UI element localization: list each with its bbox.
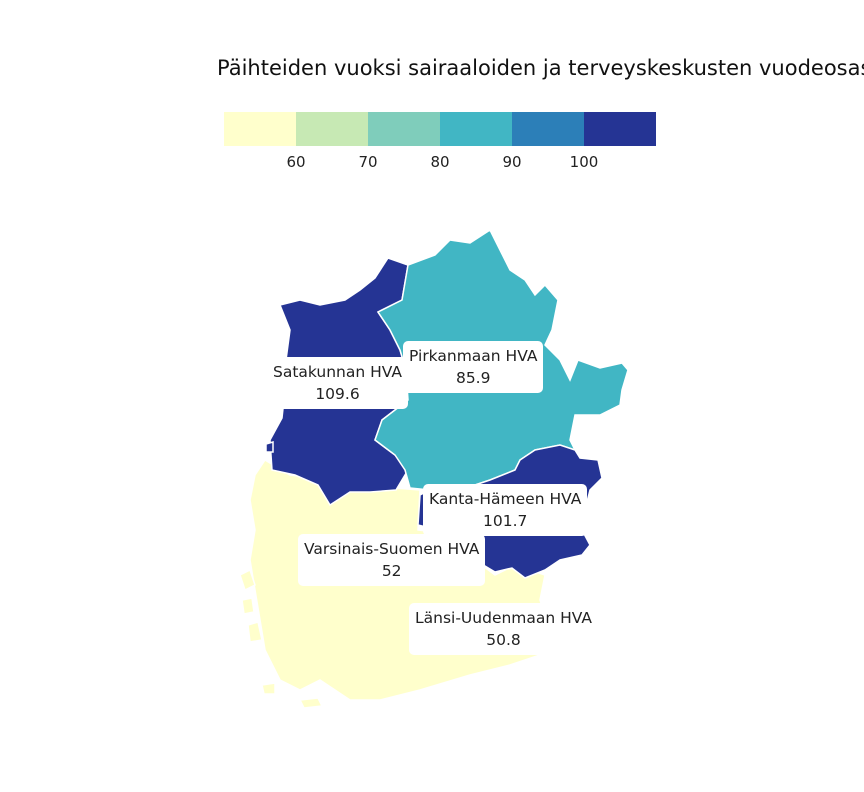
region-name: Varsinais-Suomen HVA — [304, 540, 480, 558]
legend-tick-80: 80 — [430, 153, 450, 171]
legend-tick-100: 100 — [569, 153, 599, 171]
map-title: Päihteiden vuoksi sairaaloiden ja tervey… — [217, 56, 864, 80]
color-legend: 60 70 80 90 100 — [224, 112, 656, 172]
legend-swatch-2 — [296, 112, 368, 146]
legend-bar — [224, 112, 656, 146]
region-name: Länsi-Uudenmaan HVA — [415, 609, 593, 627]
region-value: 52 — [381, 562, 402, 580]
legend-swatch-6 — [584, 112, 656, 146]
legend-swatch-3 — [368, 112, 440, 146]
region-name: Pirkanmaan HVA — [409, 347, 538, 365]
region-value: 101.7 — [482, 512, 528, 530]
region-name: Kanta-Hämeen HVA — [429, 490, 582, 508]
legend-swatch-4 — [440, 112, 512, 146]
legend-swatch-1 — [224, 112, 296, 146]
legend-tick-90: 90 — [502, 153, 522, 171]
legend-tick-70: 70 — [358, 153, 378, 171]
label-lansi-uusimaa: Länsi-Uudenmaan HVA 50.8 — [409, 603, 599, 655]
legend-swatch-5 — [512, 112, 584, 146]
region-name: Satakunnan HVA — [273, 363, 403, 381]
region-value: 109.6 — [315, 385, 360, 403]
region-value: 85.9 — [455, 369, 491, 387]
region-value: 50.8 — [486, 631, 521, 649]
label-pirkanmaa: Pirkanmaan HVA 85.9 — [403, 341, 544, 393]
legend-tick-60: 60 — [286, 153, 306, 171]
label-satakunta: Satakunnan HVA 109.6 — [267, 357, 409, 409]
label-varsinais-suomi: Varsinais-Suomen HVA 52 — [298, 534, 486, 586]
label-kanta-hame: Kanta-Hämeen HVA 101.7 — [423, 484, 588, 536]
